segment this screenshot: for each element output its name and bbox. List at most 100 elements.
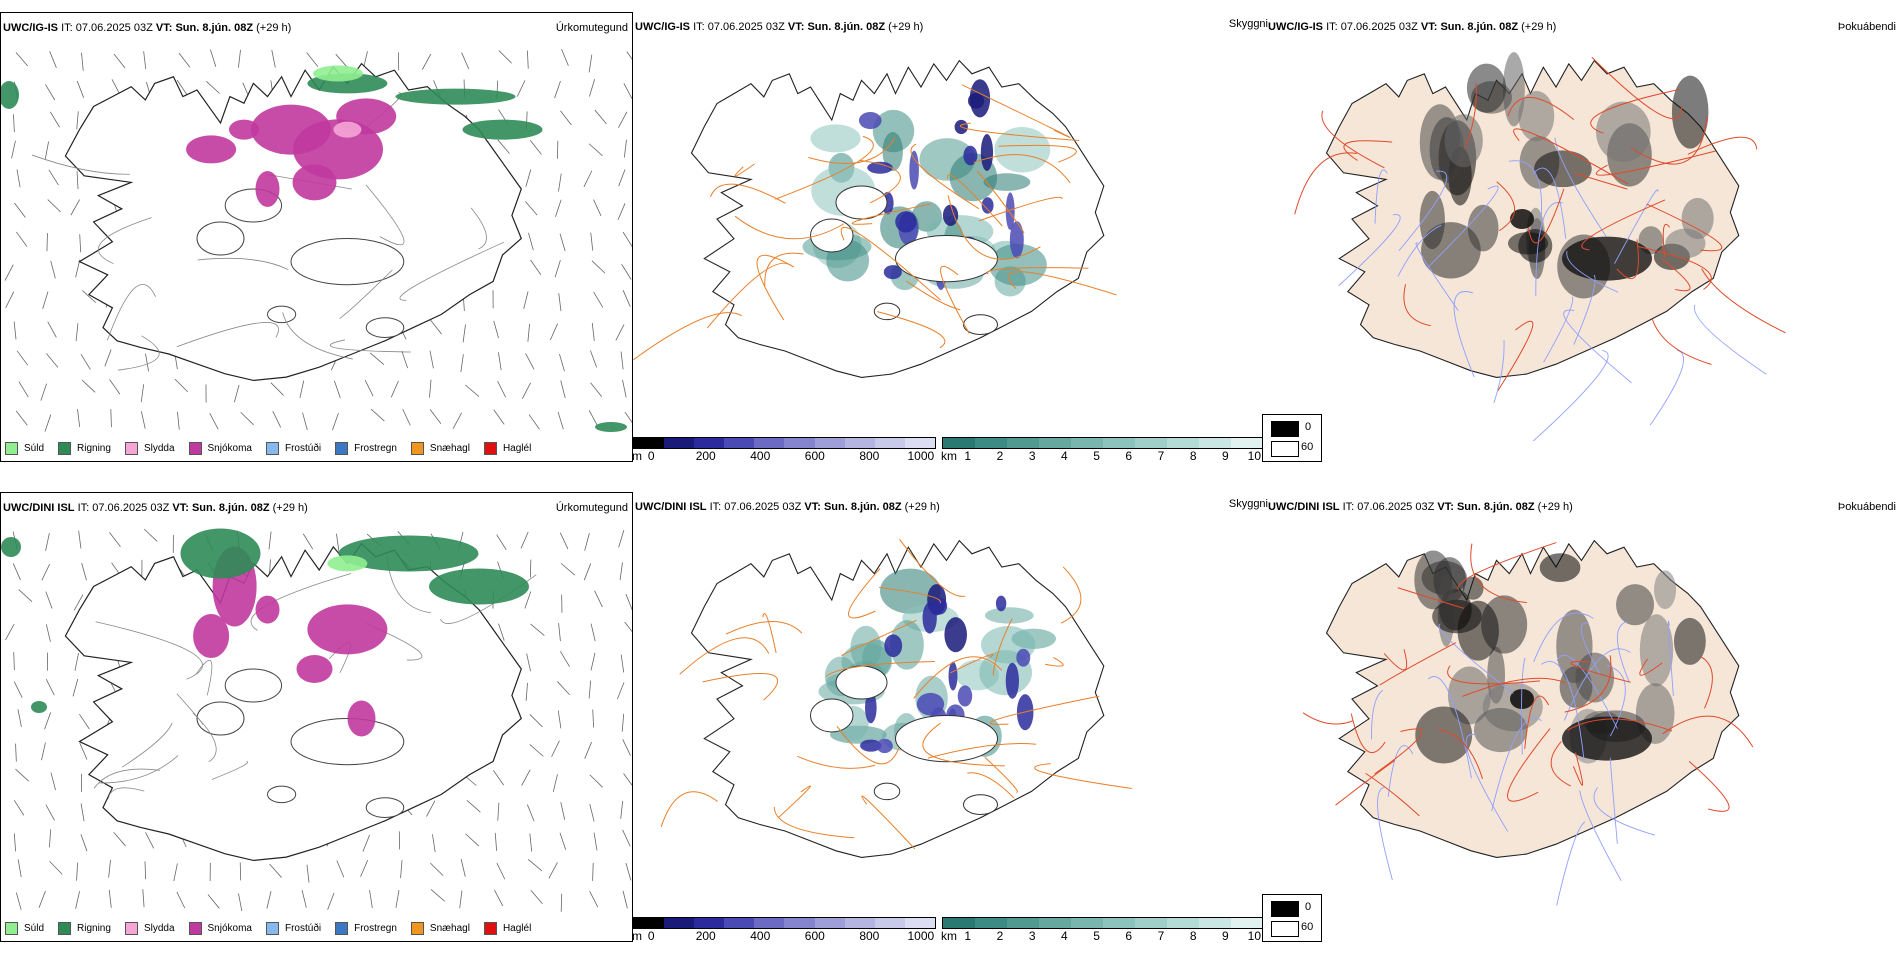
- road-line: [661, 792, 717, 827]
- wind-barb: [585, 742, 592, 759]
- legend-item: Haglél: [484, 922, 531, 935]
- wind-barb: [559, 293, 561, 311]
- colorbar-cell: [1167, 438, 1199, 448]
- wind-barb: [81, 354, 90, 369]
- wind-barb: [432, 834, 435, 852]
- wind-barb: [562, 49, 569, 66]
- panel-title: Úrkomutegund: [556, 22, 628, 34]
- wind-barb: [146, 354, 149, 372]
- wind-barb: [594, 833, 597, 851]
- fog-area: [1674, 618, 1706, 665]
- river-line: [1694, 305, 1766, 374]
- wind-barb: [462, 53, 469, 69]
- wind-barb: [619, 169, 625, 186]
- colorbar-cell: [754, 918, 784, 928]
- colorbar-cell: [724, 918, 754, 928]
- visibility-m-area: [1006, 663, 1019, 699]
- colorbar-tick-label: 200: [696, 449, 716, 463]
- wind-barb: [558, 710, 561, 728]
- legend-label: Haglél: [503, 443, 531, 454]
- wind-barb: [555, 260, 560, 277]
- sleet-area: [333, 122, 361, 138]
- wind-barb: [16, 411, 27, 425]
- wind-barb: [561, 563, 575, 575]
- colorbar-tick-label: 10: [1248, 929, 1261, 943]
- wind-barb: [522, 383, 530, 399]
- wind-barb: [522, 770, 530, 786]
- wind-barb: [109, 532, 120, 546]
- wind-barb: [623, 739, 631, 755]
- wind-barb: [41, 384, 47, 401]
- wind-barb: [16, 892, 21, 909]
- wind-barb: [590, 775, 603, 788]
- colorbar-tick-label: 0: [648, 929, 655, 943]
- colorbar-cell: [943, 918, 975, 928]
- colorbar-cell: [784, 918, 814, 928]
- glacier-outline: [964, 795, 998, 815]
- wind-barb: [561, 802, 565, 820]
- wind-barb: [589, 55, 592, 73]
- wind-barb: [14, 833, 15, 851]
- wind-barb: [430, 320, 441, 334]
- legend-swatch: [411, 442, 424, 455]
- colorbar-tick-label: 600: [805, 929, 825, 943]
- wind-barb: [269, 532, 271, 550]
- wind-barb: [141, 384, 143, 402]
- legend-label: Snjókoma: [208, 443, 252, 454]
- wind-barb: [497, 535, 507, 550]
- road-line: [633, 313, 741, 360]
- legend-swatch: [58, 922, 71, 935]
- wind-barb: [48, 322, 57, 338]
- fog-swatch-white: [1271, 441, 1299, 457]
- legend-swatch: [125, 922, 138, 935]
- visibility-m-area: [867, 162, 893, 174]
- wind-barb: [530, 140, 541, 154]
- colorbar-cell: [1135, 918, 1167, 928]
- wind-barb: [76, 891, 80, 909]
- wind-barb: [560, 111, 571, 125]
- wind-barb: [210, 413, 218, 429]
- panel-header: UWC/IG-IS IT: 07.06.2025 03Z VT: Sun. 8.…: [635, 21, 923, 33]
- wind-barb: [50, 51, 57, 68]
- legend-label: Súld: [24, 923, 44, 934]
- legend-item: Frostúði: [266, 922, 321, 935]
- wind-barb: [273, 411, 281, 427]
- fog-area: [1510, 209, 1534, 229]
- wind-barb: [17, 169, 20, 187]
- wind-barb: [591, 233, 593, 251]
- wind-barb: [14, 682, 22, 698]
- wind-barb: [461, 859, 465, 877]
- colorbar-tick-label: 6: [1125, 929, 1132, 943]
- wind-barb: [371, 409, 384, 421]
- wind-barb: [624, 83, 632, 99]
- visibility-panel: UWC/DINI ISL IT: 07.06.2025 03Z VT: Sun.…: [633, 492, 1268, 942]
- wind-barb: [46, 679, 54, 695]
- wind-barb: [463, 324, 465, 342]
- wind-barb: [307, 53, 318, 67]
- snow-area: [307, 604, 387, 654]
- snow-area: [229, 120, 259, 140]
- wind-barb: [524, 291, 528, 308]
- colorbar-unit: km: [941, 449, 957, 463]
- iceland-precip-map: [1, 517, 632, 922]
- glacier-outline: [366, 798, 404, 818]
- panel-header: UWC/DINI ISL IT: 07.06.2025 03Z VT: Sun.…: [1268, 501, 1573, 513]
- wind-barb: [337, 861, 344, 878]
- wind-barb: [552, 741, 560, 757]
- wind-barb: [51, 773, 56, 790]
- wind-barb: [75, 653, 79, 671]
- wind-barb: [530, 834, 532, 852]
- wind-barb: [497, 863, 505, 879]
- wind-barb: [46, 805, 55, 821]
- wind-barb: [559, 623, 561, 641]
- wind-barb: [592, 323, 594, 341]
- colorbar-cell: [875, 438, 905, 448]
- colorbar-tick-label: 6: [1125, 449, 1132, 463]
- visibility-m-area: [909, 151, 919, 190]
- colorbar-tick-label: 4: [1061, 929, 1068, 943]
- fog-area: [1433, 557, 1465, 603]
- visibility-panel: UWC/IG-IS IT: 07.06.2025 03Z VT: Sun. 8.…: [633, 12, 1268, 462]
- glacier-outline: [197, 222, 244, 255]
